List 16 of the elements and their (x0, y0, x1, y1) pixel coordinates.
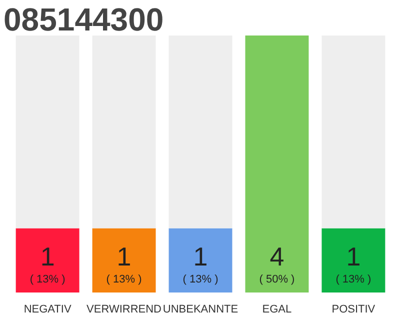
data-label: 1 (193, 242, 208, 272)
x-tick-label: VERWIRREND (86, 304, 162, 316)
annotation: ( 50% ) (259, 274, 295, 286)
data-label: 1 (116, 242, 132, 272)
x-tick-label: EGAL (262, 304, 292, 316)
data-label: 1 (40, 242, 55, 272)
x-tick-label: UNBEKANNTE (162, 304, 238, 316)
data-label: 1 (346, 242, 361, 272)
data-label: 4 (270, 242, 284, 272)
x-tick-label: POSITIV (332, 304, 376, 316)
annotation: ( 13% ) (106, 274, 142, 286)
annotation: ( 13% ) (336, 274, 372, 286)
x-tick-label: NEGATIV (24, 304, 72, 316)
annotation: ( 13% ) (182, 274, 218, 286)
chart-title: 085144300 (4, 2, 164, 38)
annotation: ( 13% ) (30, 274, 66, 286)
